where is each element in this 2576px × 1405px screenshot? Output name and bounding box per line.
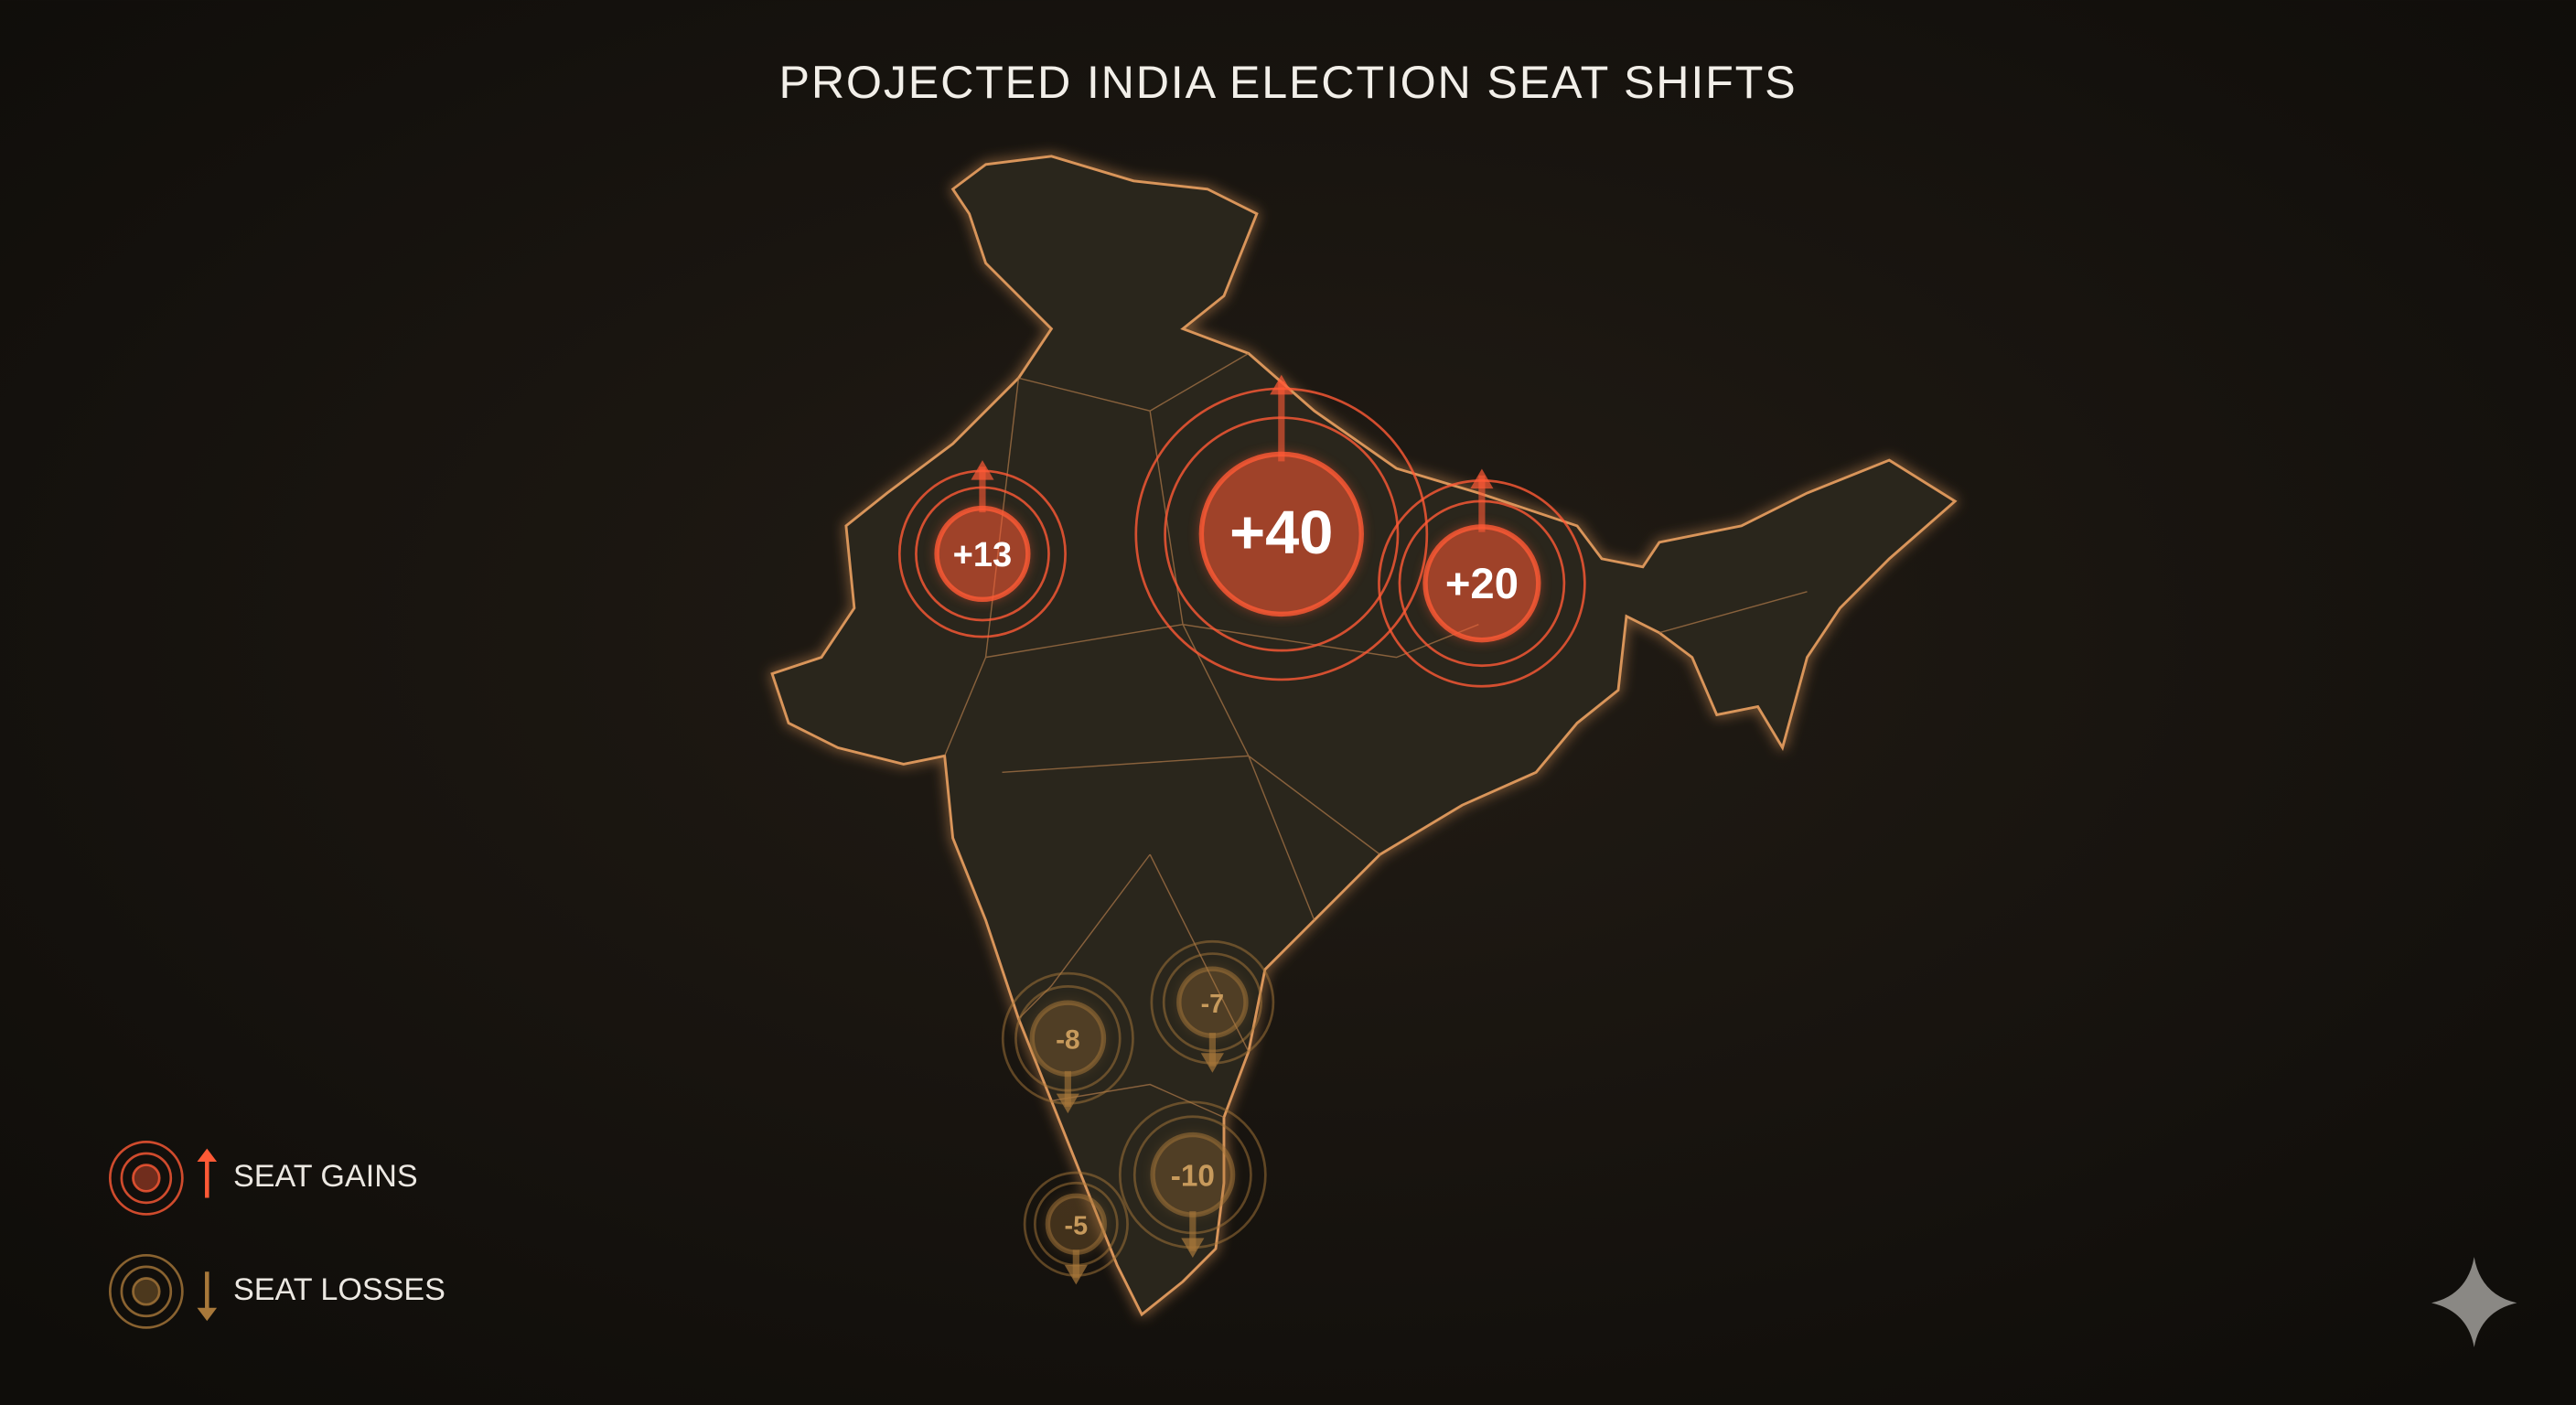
legend-icon-core [133,1164,160,1192]
marker-circle [1047,1196,1105,1253]
legend-icon [120,1152,173,1205]
marker-arrowhead [1181,1238,1205,1258]
sparkle-logo [2431,1257,2517,1347]
marker-label: -8 [1056,1025,1080,1056]
markers: +13 +40 +20 -7 -8 -10 -5 [897,374,1586,1285]
marker-circle [937,508,1028,600]
marker-arrowhead [1200,1053,1224,1073]
marker: -10 [1118,1100,1267,1258]
marker-arrowhead [1470,468,1494,489]
legend-label: SEAT LOSSES [233,1272,445,1307]
legend-icon [120,1265,173,1318]
marker-label: -10 [1171,1160,1215,1194]
marker-label: +40 [1229,499,1333,567]
marker: +20 [1378,468,1586,688]
legend-icon [108,1141,184,1216]
marker-circle [1032,1003,1104,1075]
marker: -5 [1023,1171,1129,1285]
marker-label: +13 [953,536,1013,574]
marker-arrowhead [971,460,994,480]
legend-icon [108,1253,184,1329]
marker-label: +20 [1445,560,1519,608]
marker: +40 [1134,374,1429,681]
legend-icon [132,1277,161,1306]
marker-arrowhead [1270,374,1293,395]
state-borders [943,352,1808,1119]
legend: SEAT GAINS SEAT LOSSES [108,1141,445,1329]
legend-icon-core [133,1278,160,1305]
marker-label: -5 [1065,1211,1089,1240]
marker-label: -7 [1201,990,1225,1019]
marker-circle [1153,1134,1233,1216]
legend-arrowhead [197,1307,218,1322]
marker-circle [1201,454,1362,615]
marker: -7 [1150,939,1275,1073]
marker-circle [1425,526,1539,640]
marker: +13 [897,460,1067,638]
marker-arrowhead [1056,1093,1079,1114]
marker-circle [1178,969,1246,1036]
marker-arrowhead [1064,1264,1088,1285]
legend-label: SEAT GAINS [233,1159,418,1194]
legend-icon [132,1164,161,1193]
title: PROJECTED INDIA ELECTION SEAT SHIFTS [779,56,1798,108]
marker: -8 [1001,971,1134,1114]
legend-arrowhead [197,1148,218,1162]
